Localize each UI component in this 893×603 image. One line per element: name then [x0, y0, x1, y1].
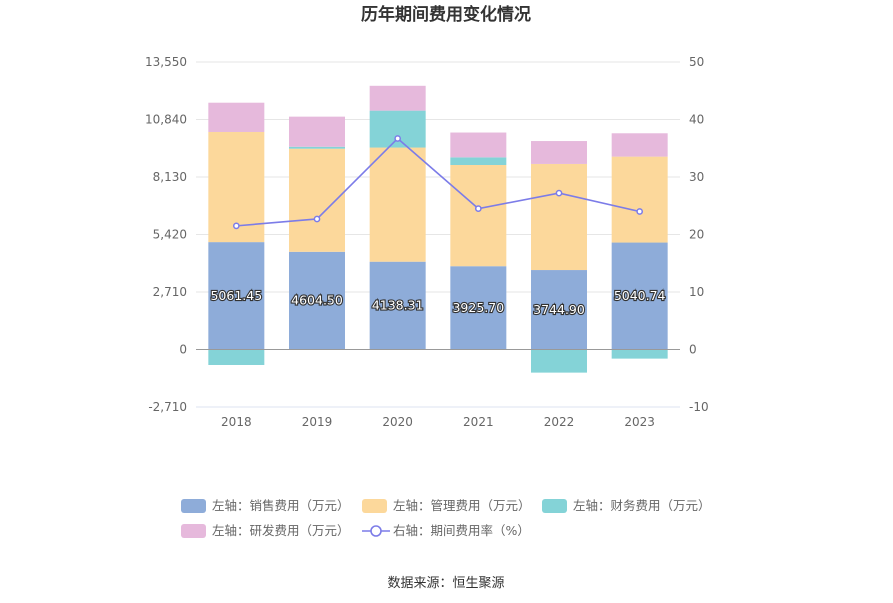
y-axis-left: -2,710 0 2,710 5,420 8,130 10,840 13,550	[145, 55, 187, 414]
rate-line	[236, 137, 640, 227]
y-left-tick-label: 8,130	[153, 170, 187, 184]
legend-swatch	[542, 499, 567, 513]
y-left-tick-label: 2,710	[153, 285, 187, 299]
bar-value-label: 4604.50	[291, 293, 343, 308]
y-left-tick-label: -2,710	[148, 400, 187, 414]
bar-value-label: 4138.31	[372, 298, 424, 313]
y-right-tick-label: 40	[689, 113, 704, 127]
legend-label: 左轴：管理费用（万元）	[393, 498, 531, 513]
x-tick-label: 2018	[221, 415, 252, 429]
bar-segment	[369, 110, 426, 148]
legend-label: 左轴：研发费用（万元）	[212, 523, 350, 538]
legend-swatch	[181, 499, 206, 513]
bar-segment	[531, 349, 587, 373]
bar-segment	[611, 349, 668, 359]
rate-point	[636, 208, 644, 215]
legend[interactable]: 左轴：销售费用（万元） 左轴：管理费用（万元） 左轴：财务费用（万元） 左轴：研发费用…	[181, 498, 711, 538]
y-left-tick-label: 13,550	[145, 55, 187, 69]
y-left-tick-label: 5,420	[153, 228, 187, 242]
bar-segment	[611, 242, 668, 350]
bar-segment	[611, 133, 668, 157]
rate-line-series	[232, 135, 644, 230]
legend-marker-icon	[370, 525, 382, 537]
y-left-tick-label: 0	[179, 343, 187, 357]
x-tick-label: 2020	[382, 415, 413, 429]
chart-title: 历年期间费用变化情况	[361, 4, 531, 25]
bar-data-labels: 5061.45 4604.50 4138.31 3925.70 3744.90 5040.…	[209, 287, 666, 318]
bar-segment	[208, 102, 265, 132]
y-left-tick-label: 10,840	[145, 113, 187, 127]
bar-segment	[531, 141, 587, 164]
x-axis: 2018 2019 2020 2021 2022 2023	[221, 415, 655, 429]
bar-segment	[450, 157, 507, 165]
bar-value-label: 3925.70	[452, 300, 504, 315]
bar-segment	[369, 85, 426, 111]
bar-value-label: 3744.90	[533, 302, 585, 317]
zero-axis-line	[196, 349, 680, 408]
rate-point	[394, 135, 402, 142]
rate-point	[555, 189, 563, 197]
y-right-tick-label: 0	[689, 343, 697, 357]
y-right-tick-label: 20	[689, 228, 704, 242]
bar-segment	[450, 266, 507, 350]
legend-label: 左轴：财务费用（万元）	[573, 498, 711, 513]
bar-segment	[531, 163, 587, 271]
bar-segment	[289, 146, 345, 149]
x-tick-label: 2021	[463, 415, 494, 429]
bar-segment	[208, 242, 265, 350]
rate-point	[313, 215, 321, 223]
bar-value-label: 5040.74	[614, 288, 666, 303]
bar-segment	[450, 164, 507, 267]
bar-segment	[369, 261, 426, 350]
y-right-tick-label: 10	[689, 285, 704, 299]
x-tick-label: 2023	[624, 415, 655, 429]
x-tick-label: 2022	[544, 415, 575, 429]
bar-value-label: 5061.45	[210, 288, 262, 303]
bar-series	[208, 85, 668, 373]
bar-segment	[289, 251, 345, 350]
bar-segment	[531, 270, 587, 350]
rate-point	[474, 205, 482, 212]
x-tick-label: 2019	[302, 415, 333, 429]
y-axis-right: -10 0 10 20 30 40 50	[689, 55, 709, 414]
bar-segment	[208, 349, 265, 365]
y-right-tick-label: -10	[689, 400, 709, 414]
bar-segment	[611, 156, 668, 243]
legend-swatch	[362, 499, 387, 513]
legend-swatch	[181, 524, 206, 538]
bar-segment	[289, 116, 345, 147]
rate-point	[232, 222, 240, 230]
y-right-tick-label: 50	[689, 55, 704, 69]
legend-label: 左轴：销售费用（万元）	[212, 498, 350, 513]
bar-segment	[450, 132, 507, 158]
legend-label: 右轴：期间费用率（%）	[393, 523, 530, 538]
data-source: 数据来源：恒生聚源	[387, 576, 504, 591]
grid-lines	[196, 61, 680, 408]
bar-segment	[369, 147, 426, 262]
y-right-tick-label: 30	[689, 170, 704, 184]
